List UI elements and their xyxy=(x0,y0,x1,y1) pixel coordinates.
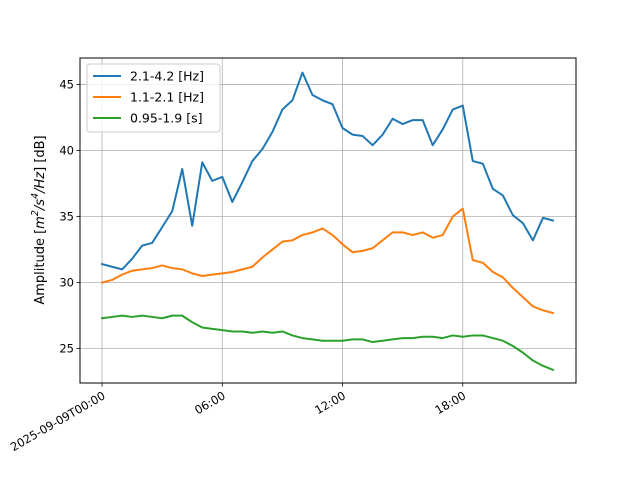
series-lines xyxy=(100,71,555,372)
series-line-3 xyxy=(100,314,555,372)
y-axis-tick-labels: 25 30 35 40 45 xyxy=(59,77,74,355)
y-tick-label: 25 xyxy=(59,342,74,356)
legend-label-series-1: 2.1-4.2 [Hz] xyxy=(130,69,204,84)
legend-label-series-3: 0.95-1.9 [s] xyxy=(130,111,202,126)
y-tick-label: 30 xyxy=(59,276,74,290)
series-line-2 xyxy=(100,207,555,315)
y-tick-label: 45 xyxy=(59,77,74,91)
plot-area-frame xyxy=(79,57,577,384)
x-axis-tick-labels: 2025-09-09T00:00 06:00 12:00 18:00 xyxy=(8,388,468,454)
axis-ticks xyxy=(76,84,464,387)
x-tick-label: 06:00 xyxy=(192,388,228,417)
x-tick-label: 12:00 xyxy=(312,388,348,417)
legend-box xyxy=(86,63,221,133)
y-tick-label: 35 xyxy=(59,210,74,224)
y-tick-label: 40 xyxy=(59,143,74,157)
y-axis-label: Amplitude [m2/s4/Hz] [dB] xyxy=(30,135,48,304)
legend: 2.1-4.2 [Hz] 1.1-2.1 [Hz] 0.95-1.9 [s] xyxy=(86,63,221,133)
x-tick-label: 18:00 xyxy=(433,388,469,417)
x-tick-label: 2025-09-09T00:00 xyxy=(8,388,108,454)
series-line-1 xyxy=(100,71,555,271)
legend-label-series-2: 1.1-2.1 [Hz] xyxy=(130,90,204,105)
